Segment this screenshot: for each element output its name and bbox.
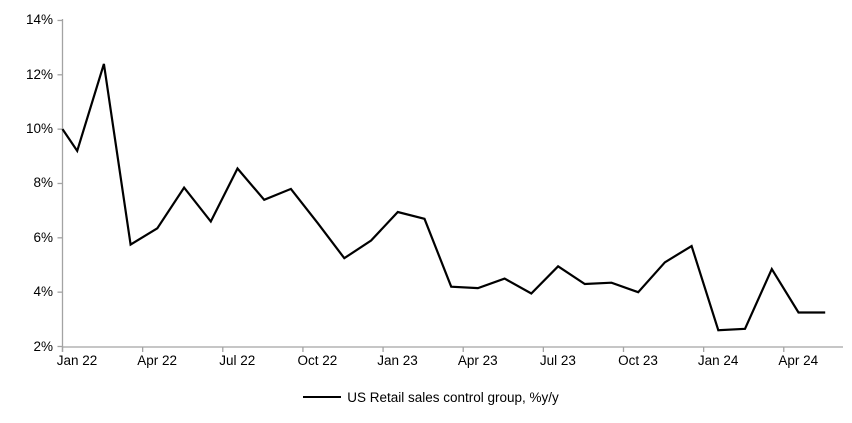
y-axis-label: 6% [33,229,53,245]
y-axis-label: 14% [25,12,53,28]
x-axis-label: Apr 24 [778,353,819,368]
y-axis-label: 2% [33,338,53,354]
x-axis-label: Apr 22 [137,353,178,368]
y-axis-label: 10% [25,121,53,137]
x-axis-label: Oct 22 [297,353,338,368]
legend: US Retail sales control group, %y/y [0,387,852,407]
x-axis-label: Oct 23 [618,353,658,368]
y-axis-label: 8% [33,175,53,191]
x-axis-label: Jul 22 [219,353,256,368]
y-axis-label: 12% [25,66,53,82]
x-axis-label: Jul 23 [539,353,576,368]
retail-sales-line [61,63,826,332]
x-axis-label: Jan 23 [377,353,418,368]
legend-label: US Retail sales control group, %y/y [347,389,559,405]
x-axis-label: Apr 23 [457,353,498,368]
x-axis-label: Jan 24 [697,353,739,368]
x-axis-label: Jan 22 [56,353,98,368]
y-axis-label: 4% [33,284,53,300]
legend-line-sample [303,396,342,398]
